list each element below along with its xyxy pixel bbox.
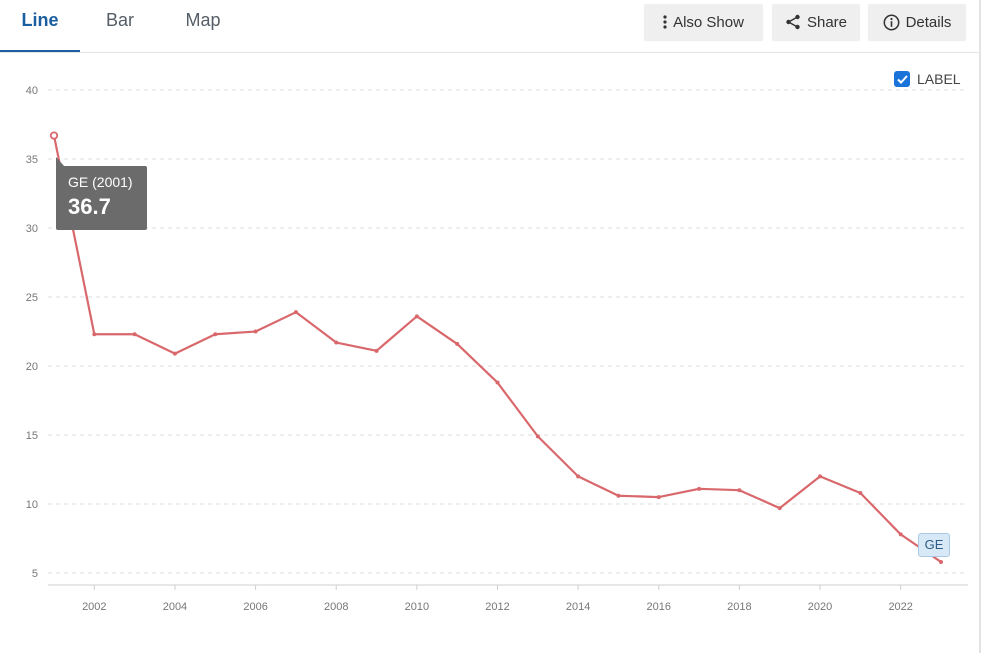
x-tick-label: 2010 — [405, 601, 429, 613]
label-toggle-text: LABEL — [917, 71, 961, 87]
data-point[interactable] — [495, 380, 500, 385]
data-point[interactable] — [616, 493, 621, 498]
data-point[interactable] — [49, 131, 59, 140]
data-point[interactable] — [414, 314, 419, 319]
checkbox-checked-icon[interactable] — [894, 71, 910, 87]
data-point[interactable] — [697, 486, 702, 491]
y-tick-label: 35 — [26, 154, 38, 166]
y-tick-label: 25 — [26, 292, 38, 304]
data-point[interactable] — [656, 495, 661, 500]
label-toggle[interactable]: LABEL — [894, 69, 961, 89]
data-point[interactable] — [939, 559, 943, 564]
data-point[interactable] — [253, 329, 258, 334]
x-tick-label: 2016 — [647, 601, 671, 613]
more-vertical-icon — [663, 15, 667, 29]
data-point[interactable] — [858, 490, 863, 495]
share-label: Share — [806, 13, 848, 31]
data-point[interactable] — [374, 348, 379, 353]
data-point[interactable] — [455, 341, 460, 346]
y-tick-label: 5 — [32, 568, 38, 580]
share-icon — [785, 14, 801, 30]
y-tick-label: 20 — [26, 361, 38, 373]
data-point[interactable] — [172, 351, 177, 356]
x-tick-label: 2020 — [808, 601, 832, 613]
data-point[interactable] — [132, 332, 137, 337]
also-show-label: Also Show — [673, 13, 744, 31]
y-tick-label: 40 — [26, 85, 38, 97]
details-label: Details — [905, 13, 952, 31]
tooltip-pointer — [56, 157, 65, 167]
data-point[interactable] — [737, 488, 742, 493]
y-tick-label: 30 — [26, 223, 38, 235]
details-button[interactable]: Details — [868, 4, 966, 40]
also-show-button[interactable]: Also Show — [644, 4, 763, 40]
x-tick-label: 2006 — [243, 601, 267, 613]
data-point[interactable] — [92, 332, 97, 337]
x-tick-label: 2014 — [566, 601, 590, 613]
data-tooltip: GE (2001) 36.7 — [56, 166, 147, 230]
y-tick-label: 10 — [26, 499, 38, 511]
series-end-label[interactable]: GE — [918, 533, 950, 557]
y-tick-label: 15 — [26, 430, 38, 442]
data-point[interactable] — [576, 474, 581, 479]
tab-map[interactable]: Map — [185, 10, 221, 30]
x-tick-label: 2012 — [485, 601, 509, 613]
x-tick-label: 2004 — [163, 601, 187, 613]
tooltip-value: 36.7 — [68, 194, 111, 219]
data-point[interactable] — [818, 474, 823, 479]
data-point[interactable] — [334, 340, 339, 345]
x-tick-label: 2002 — [82, 601, 106, 613]
series-line — [52, 135, 942, 563]
data-point[interactable] — [535, 434, 540, 439]
x-tick-label: 2008 — [324, 601, 348, 613]
data-point[interactable] — [777, 506, 782, 511]
data-point[interactable] — [293, 310, 298, 315]
tab-line[interactable]: Line — [0, 0, 80, 52]
info-icon — [883, 14, 900, 31]
panel-border — [979, 0, 981, 653]
top-toolbar: Line Bar Map Also Show Share Details — [0, 0, 981, 53]
tooltip-label: GE (2001) — [68, 174, 133, 190]
share-button[interactable]: Share — [772, 4, 860, 40]
x-tick-label: 2018 — [727, 601, 751, 613]
data-point[interactable] — [213, 332, 218, 337]
tab-bar[interactable]: Bar — [105, 10, 134, 30]
x-tick-label: 2022 — [888, 601, 912, 613]
data-point[interactable] — [898, 532, 903, 537]
